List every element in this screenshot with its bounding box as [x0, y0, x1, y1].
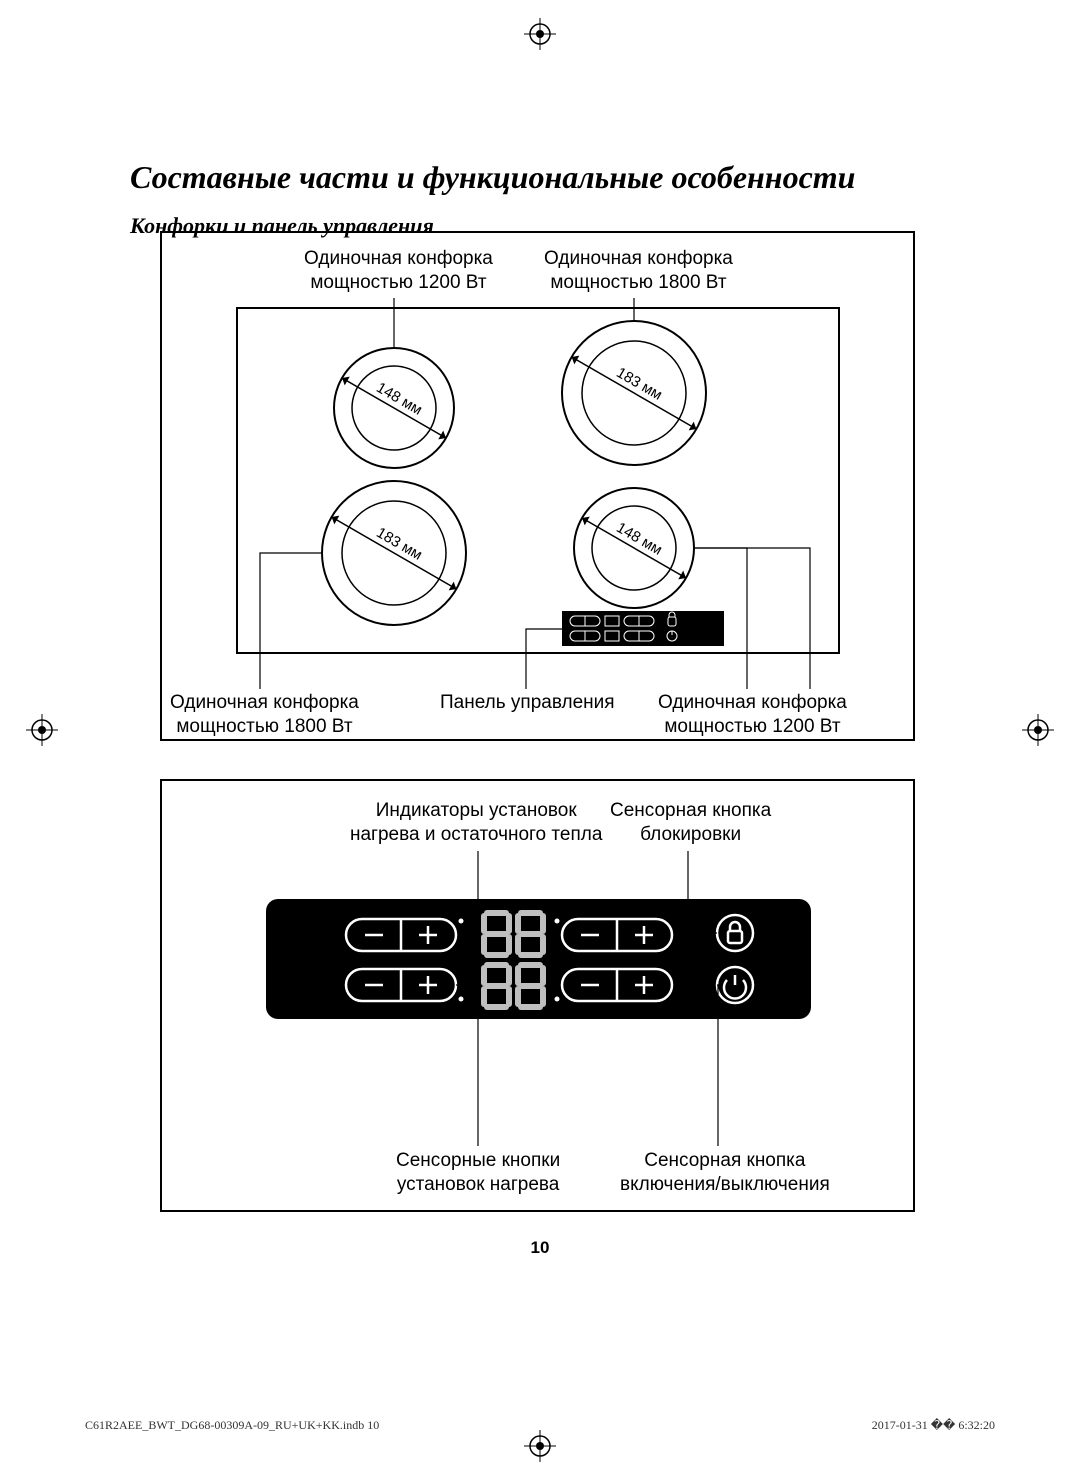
label-heat-buttons: Сенсорные кнопкиустановок нагрева [396, 1149, 560, 1197]
control-panel-diagram-box: Индикаторы установокнагрева и остаточног… [160, 779, 915, 1212]
crop-mark-right [1022, 714, 1054, 746]
burner-tl-dim: 148 мм [373, 379, 425, 419]
label-burner-br: Одиночная конфоркамощностью 1200 Вт [658, 691, 847, 739]
label-power-button: Сенсорная кнопкавключения/выключения [620, 1149, 830, 1197]
burner-bl: 183 мм [322, 481, 466, 625]
footer-left: C61R2AEE_BWT_DG68-00309A-09_RU+UK+KK.ind… [85, 1418, 379, 1433]
burner-br-dim: 148 мм [613, 519, 665, 559]
burner-tr-dim: 183 мм [613, 364, 665, 404]
label-control-panel: Панель управления [440, 691, 615, 715]
label-lock-button: Сенсорная кнопкаблокировки [610, 799, 771, 847]
label-burner-tr: Одиночная конфоркамощностью 1800 Вт [544, 247, 733, 295]
page-number: 10 [531, 1238, 550, 1258]
hob-diagram-svg: 148 мм 183 мм 183 мм [162, 233, 917, 743]
label-heat-indicators: Индикаторы установокнагрева и остаточног… [350, 799, 602, 847]
label-burner-bl: Одиночная конфоркамощностью 1800 Вт [170, 691, 359, 739]
crop-mark-bottom [524, 1430, 556, 1462]
label-burner-tl: Одиночная конфоркамощностью 1200 Вт [304, 247, 493, 295]
burner-br: 148 мм [574, 488, 695, 608]
footer: C61R2AEE_BWT_DG68-00309A-09_RU+UK+KK.ind… [85, 1418, 995, 1433]
mini-control-panel [562, 611, 724, 646]
crop-mark-top [524, 18, 556, 50]
burner-tr: 183 мм [562, 321, 706, 465]
burner-tl: 148 мм [334, 348, 455, 468]
hob-outline [237, 308, 839, 653]
crop-mark-left [26, 714, 58, 746]
footer-right: 2017-01-31 �� 6:32:20 [872, 1418, 995, 1433]
leader-lines-d1 [260, 298, 810, 689]
hob-diagram-box: 148 мм 183 мм 183 мм [160, 231, 915, 741]
page-title: Составные части и функциональные особенн… [130, 159, 855, 196]
burner-bl-dim: 183 мм [373, 524, 425, 564]
